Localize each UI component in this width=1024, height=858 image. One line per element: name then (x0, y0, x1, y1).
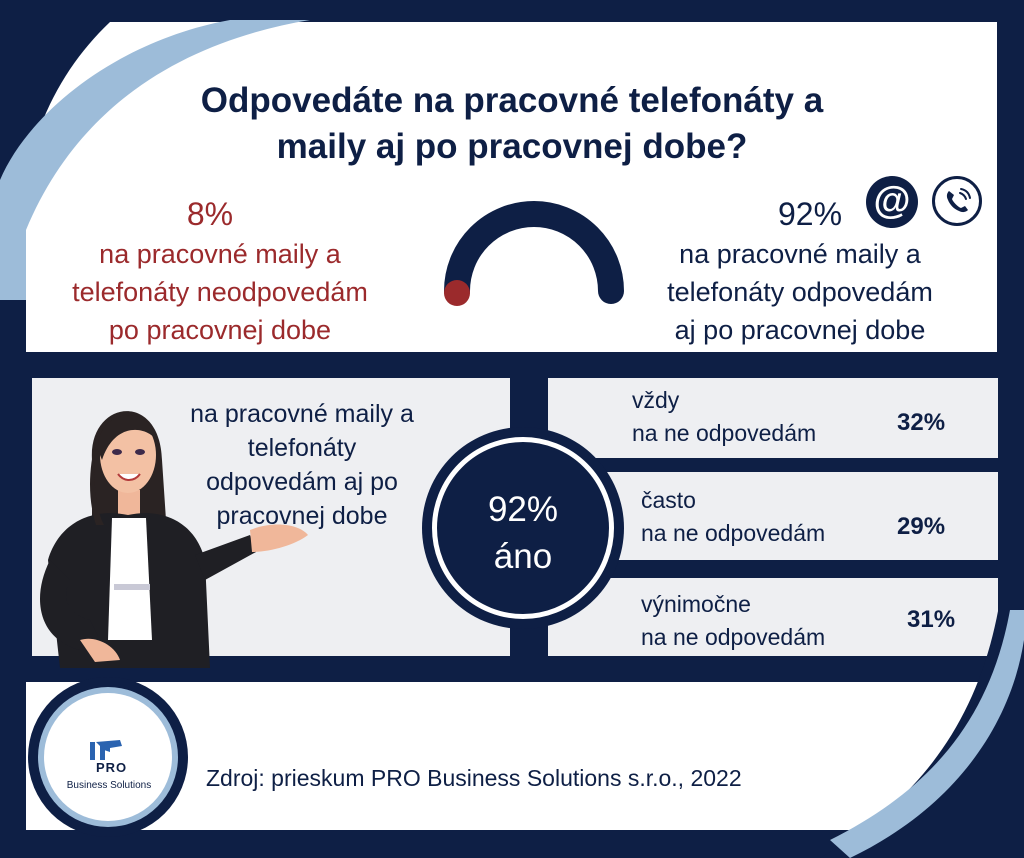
row-percent-2: 29% (897, 513, 946, 540)
left-stat-text: na pracovné maily a telefonáty neodpoved… (72, 239, 368, 345)
center-percent: 92% (487, 490, 559, 529)
woman-illustration (40, 411, 308, 668)
row-panel-3 (548, 578, 998, 656)
center-circle: 92% áno (432, 437, 614, 619)
row-label-2: často na ne odpovedám (641, 487, 826, 546)
page-title: Odpovedáte na pracovné telefonáty a mail… (200, 81, 824, 166)
left-stat-percent: 8% (186, 196, 234, 232)
logo-text-pro: PRO (96, 760, 128, 775)
bottom-right-swoosh-blue (830, 610, 1024, 858)
phone-icon (932, 176, 982, 226)
source-text: Zdroj: prieskum PRO Business Solutions s… (206, 765, 742, 791)
logo-disc (44, 693, 172, 821)
top-left-swoosh (0, 20, 310, 300)
logo-mark (90, 740, 122, 760)
gauge-8pct-marker (444, 280, 470, 306)
at-sign-icon: @ (866, 176, 918, 228)
woman-caption: na pracovné maily a telefonáty odpovedám… (190, 400, 414, 530)
right-stat-text: na pracovné maily a telefonáty odpovedám… (667, 239, 933, 345)
row-label-1: vždy na ne odpovedám (632, 387, 817, 446)
center-label: áno (493, 537, 553, 576)
gauge-track (444, 201, 624, 304)
row-percent-1: 32% (897, 409, 946, 436)
row-panel-1 (548, 378, 998, 458)
bottom-right-swoosh-navy (820, 600, 1024, 858)
row-label-3: výnimočne na ne odpovedám (641, 591, 826, 650)
row-percent-3: 31% (907, 606, 956, 633)
row-panel-2 (548, 472, 998, 560)
logo-text-company: Business Solutions (66, 780, 152, 791)
top-panel (26, 22, 997, 352)
right-stat-percent: 92% (777, 196, 843, 232)
bottom-panel (26, 682, 1000, 830)
